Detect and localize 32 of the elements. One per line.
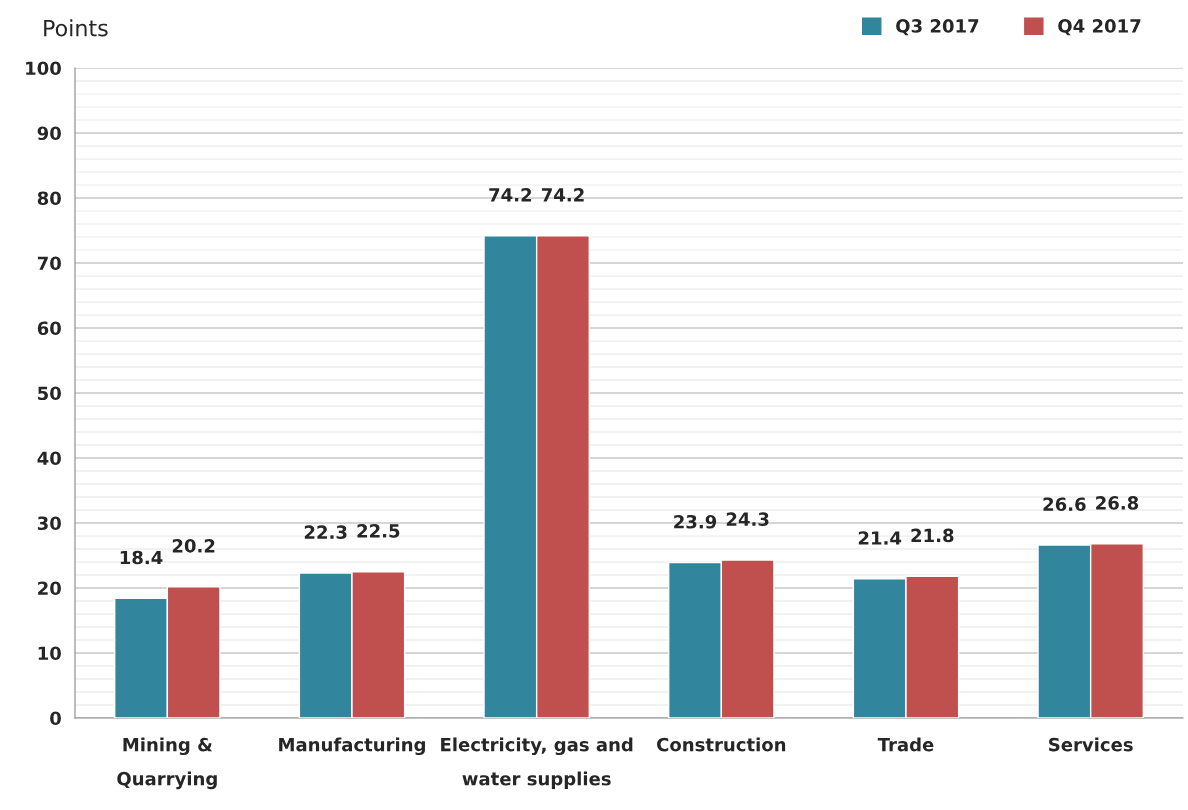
- y-tick-label: 20: [38, 581, 61, 596]
- data-label: 21.4: [858, 531, 902, 545]
- data-label: 21.8: [911, 528, 954, 543]
- x-tick-label: Services: [1049, 737, 1133, 752]
- data-label: 23.9: [674, 514, 717, 529]
- data-label: 26.6: [1043, 497, 1086, 512]
- data-label: 74.2: [489, 187, 532, 202]
- y-tick-label: 70: [37, 256, 61, 271]
- legend-label: Q3 2017: [896, 19, 979, 36]
- x-tick-label: Electricity, gas and water supplies: [441, 737, 633, 789]
- data-label: 18.4: [120, 550, 163, 565]
- y-tick-label: 90: [37, 126, 61, 141]
- y-tick-label: 50: [38, 386, 61, 401]
- y-tick-label: 30: [37, 516, 61, 531]
- y-tick-label: 80: [37, 191, 61, 206]
- y-tick-label: 10: [38, 646, 61, 661]
- y-tick-label: 100: [26, 61, 61, 76]
- y-tick-label: 60: [37, 321, 61, 336]
- x-tick-label: Mining & Quarrying: [117, 737, 217, 790]
- y-tick-label: 0: [50, 711, 61, 726]
- x-tick-label: Manufacturing: [279, 737, 425, 756]
- y-axis-title: Points: [44, 19, 108, 37]
- data-label: 26.8: [1096, 496, 1139, 510]
- data-label: 74.2: [541, 187, 584, 202]
- data-label: 24.3: [726, 512, 769, 526]
- data-label: 22.5: [357, 524, 400, 538]
- data-label: 22.3: [304, 525, 347, 539]
- y-tick-label: 40: [37, 451, 61, 466]
- x-tick-label: Construction: [657, 737, 786, 752]
- x-tick-label: Trade: [877, 737, 934, 752]
- legend-label: Q4 2017: [1058, 19, 1141, 36]
- data-label: 20.2: [172, 538, 215, 553]
